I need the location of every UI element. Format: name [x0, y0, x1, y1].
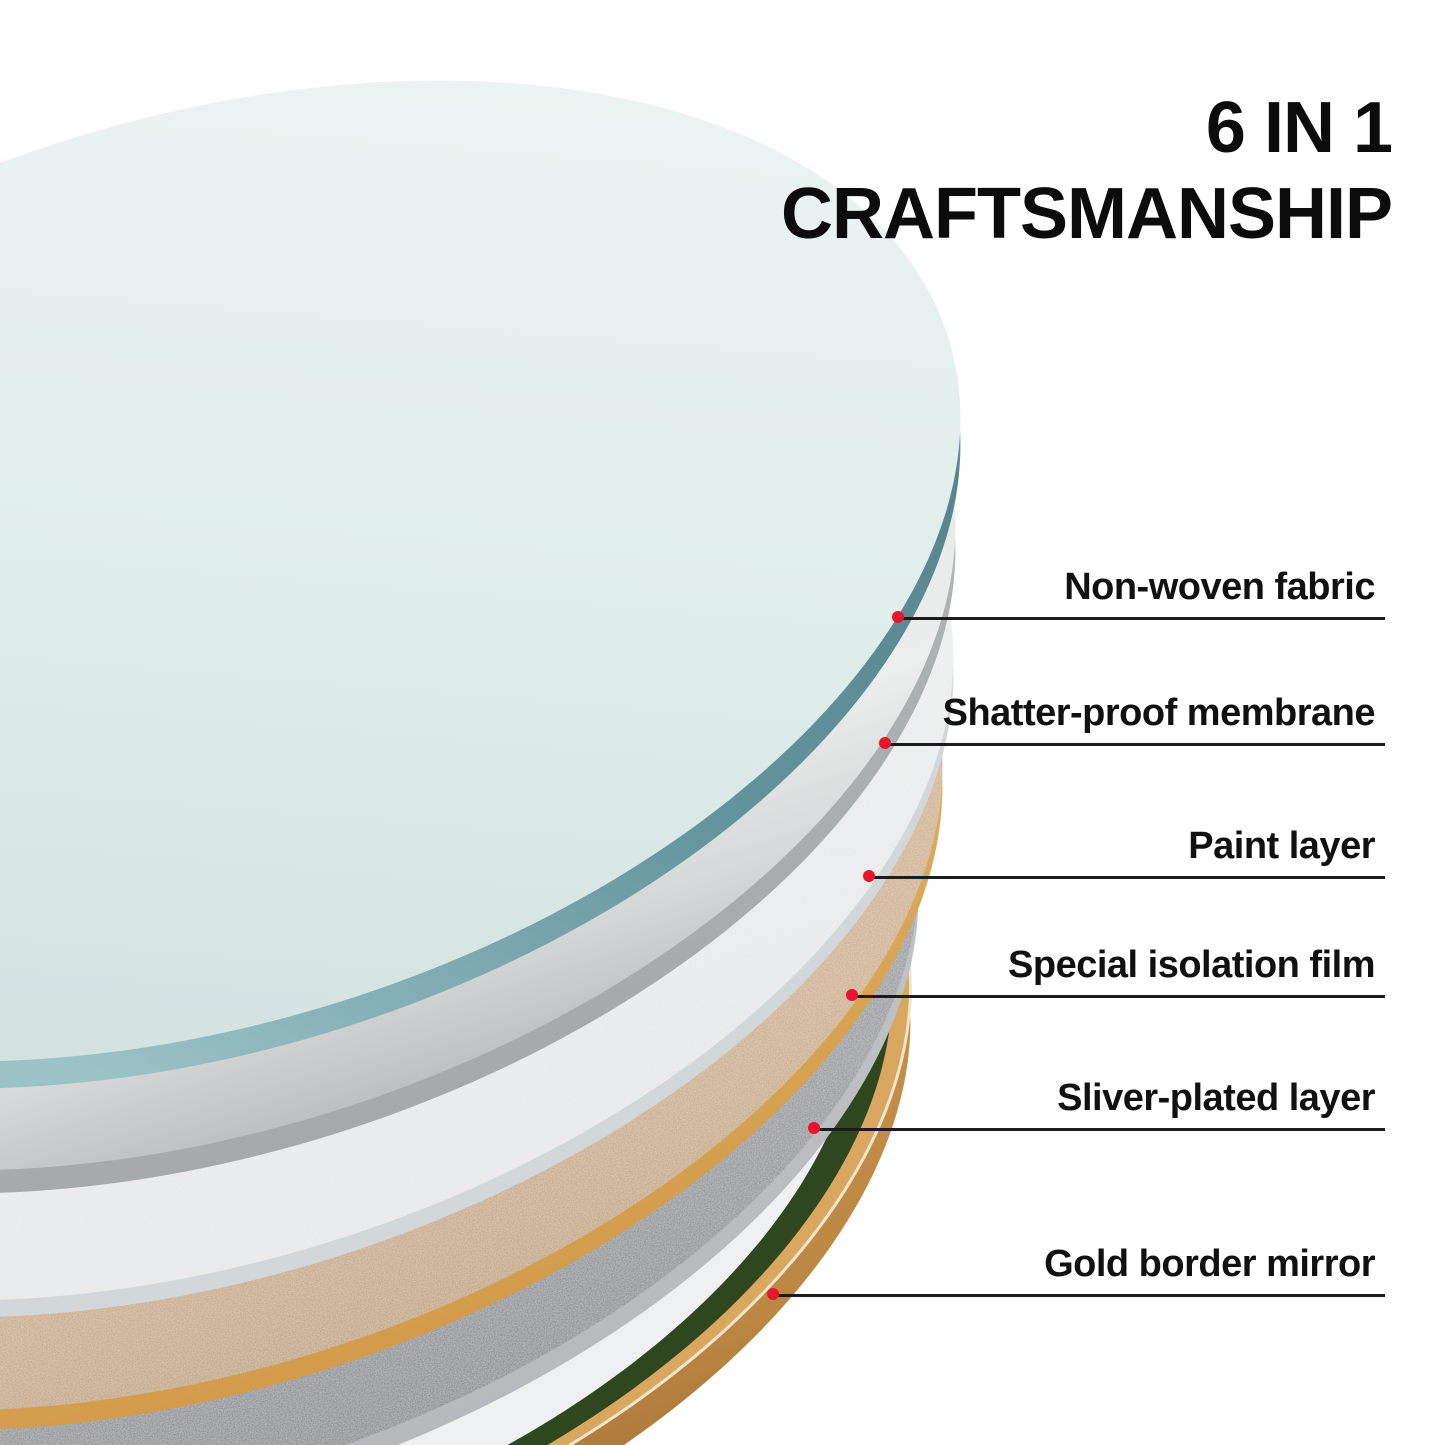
page-title: 6 IN 1 CRAFTSMANSHIP [781, 86, 1393, 257]
top-surface [0, 80, 961, 1062]
callout-paint-layer: Paint layer [869, 814, 1385, 879]
callout-label: Non-woven fabric [1064, 566, 1375, 608]
callout-dot-icon [879, 737, 891, 749]
callout-label: Special isolation film [1008, 944, 1375, 986]
callout-label: Gold border mirror [1044, 1243, 1375, 1285]
callout-dot-icon [808, 1122, 820, 1134]
callout-label: Shatter-proof membrane [942, 692, 1376, 734]
callout-label: Sliver-plated layer [1057, 1077, 1375, 1119]
callout-dot-icon [863, 870, 875, 882]
callout-sliver-plated-layer: Sliver-plated layer [814, 1066, 1385, 1131]
callout-special-isolation-film: Special isolation film [852, 933, 1385, 998]
callout-dot-icon [846, 989, 858, 1001]
layer-disc-non-woven-fabric [0, 80, 961, 1089]
callout-dot-icon [767, 1288, 779, 1300]
title-line-1: 6 IN 1 [1205, 88, 1393, 168]
title-line-2: CRAFTSMANSHIP [781, 173, 1393, 254]
callout-label: Paint layer [1188, 825, 1375, 867]
callout-gold-border-mirror: Gold border mirror [773, 1232, 1385, 1297]
callout-non-woven-fabric: Non-woven fabric [898, 555, 1385, 620]
callout-shatter-proof-membrane: Shatter-proof membrane [885, 681, 1385, 746]
callout-dot-icon [892, 611, 904, 623]
